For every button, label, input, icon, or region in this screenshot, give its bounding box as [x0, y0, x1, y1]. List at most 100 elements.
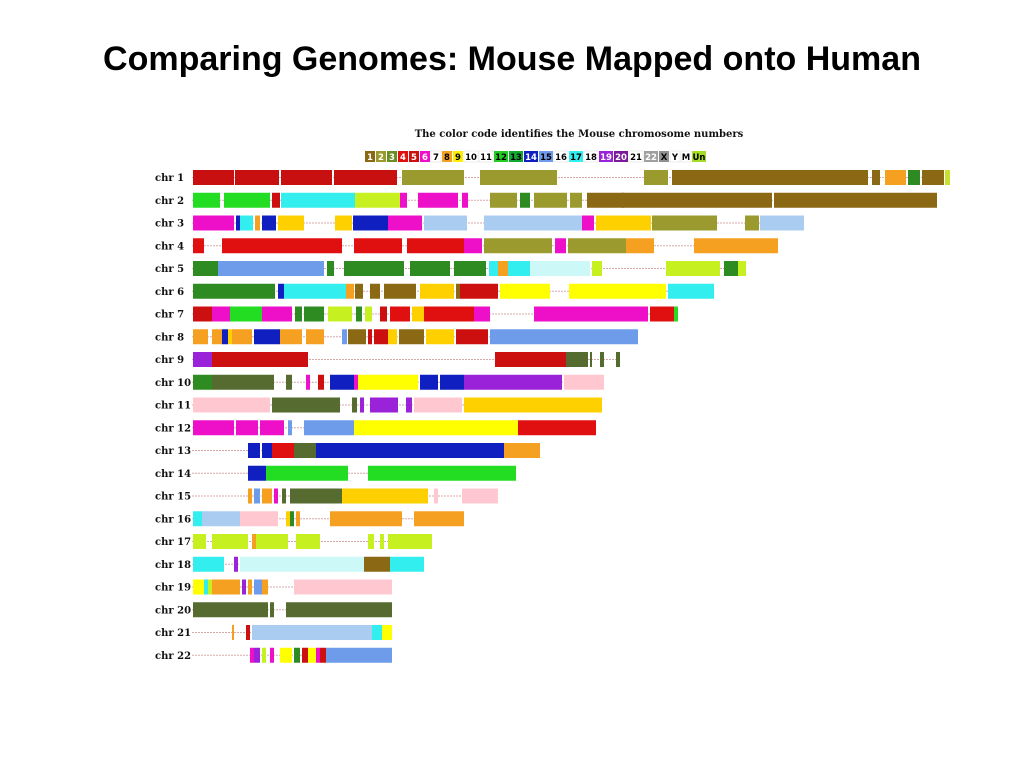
synteny-block [240, 511, 278, 527]
synteny-block [212, 329, 222, 345]
synteny-block [570, 192, 582, 208]
legend-label: 10 [465, 153, 477, 163]
synteny-block [414, 397, 462, 413]
synteny-block [327, 261, 334, 276]
legend-label: 18 [585, 153, 597, 163]
synteny-block [222, 238, 342, 254]
synteny-block [302, 647, 308, 663]
synteny-block [262, 443, 272, 458]
chromosome-row: chr 1 [155, 170, 950, 185]
legend-label: Y [671, 153, 679, 163]
synteny-block [294, 647, 300, 663]
legend-swatch [442, 151, 452, 162]
synteny-block [344, 261, 404, 276]
legend-item-20: 20 [614, 151, 628, 163]
synteny-block [364, 556, 390, 572]
chromosome-row: chr 14 [155, 465, 516, 481]
synteny-block [462, 443, 504, 458]
chromosome-label: chr 18 [155, 560, 191, 571]
synteny-block [922, 170, 944, 185]
synteny-block [316, 647, 320, 663]
chromosome-row: chr 9 [155, 352, 620, 367]
synteny-block [534, 192, 567, 208]
chromosome-row: chr 4 [155, 238, 778, 254]
synteny-block [328, 306, 352, 322]
synteny-block [236, 420, 258, 436]
synteny-block [354, 420, 518, 436]
synteny-block [908, 170, 920, 185]
legend-item-15: 15 [539, 151, 553, 163]
chromosome-row: chr 5 [155, 261, 746, 276]
synteny-block [193, 238, 204, 254]
synteny-block [674, 306, 678, 322]
legend-swatch [365, 151, 375, 162]
synteny-block [508, 261, 530, 276]
synteny-block [464, 397, 498, 413]
chromosome-row: chr 17 [155, 534, 432, 549]
legend-item-21: 21 [628, 150, 644, 163]
synteny-block [254, 647, 260, 663]
legend-swatch [387, 151, 397, 162]
synteny-block [587, 192, 624, 208]
legend-swatch [376, 151, 386, 162]
synteny-block [518, 420, 596, 436]
legend-label: 22 [645, 153, 657, 163]
synteny-block [288, 420, 292, 436]
synteny-block [272, 192, 280, 208]
synteny-block [254, 329, 280, 345]
synteny-block [666, 261, 720, 276]
synteny-block [412, 306, 424, 322]
synteny-block [388, 329, 397, 345]
legend-label: 9 [455, 153, 461, 163]
synteny-block [316, 443, 354, 458]
legend-item-9: 9 [453, 151, 463, 163]
chromosome-row: chr 2 [155, 192, 937, 208]
legend-swatch [420, 151, 430, 162]
synteny-block [262, 488, 272, 504]
synteny-block [434, 488, 438, 504]
chromosome-row: chr 7 [155, 306, 678, 322]
synteny-block [368, 465, 516, 481]
synteny-block [262, 215, 276, 231]
synteny-block [370, 283, 380, 299]
chromosome-label: chr 15 [155, 492, 191, 503]
chromosome-row: chr 21 [155, 625, 392, 640]
legend-swatch [494, 151, 508, 162]
chromosome-label: chr 22 [155, 651, 191, 662]
chromosome-row: chr 15 [155, 488, 498, 504]
synteny-block [272, 397, 340, 413]
legend-swatch [628, 150, 644, 163]
synteny-block [520, 192, 530, 208]
legend-swatch [398, 151, 408, 162]
synteny-block [399, 329, 424, 345]
synteny-block [282, 488, 286, 504]
legend-item-12: 12 [494, 151, 508, 163]
legend-swatch [409, 151, 419, 162]
synteny-block [193, 192, 220, 208]
chromosome-row: chr 6 [155, 283, 714, 299]
synteny-block [193, 329, 208, 345]
synteny-block [346, 283, 354, 299]
chromosome-label: chr 19 [155, 583, 191, 594]
synteny-block [566, 352, 588, 367]
synteny-block [582, 215, 594, 231]
synteny-block [274, 488, 278, 504]
synteny-block [555, 238, 566, 254]
legend-swatch [463, 150, 479, 163]
chromosome-rows: chr 1 chr 2 chr 3 chr 4 chr 5 chr 6 chr 7 chr 8… [155, 170, 950, 663]
synteny-block [490, 329, 638, 345]
synteny-block [306, 374, 310, 390]
chromosome-label: chr 17 [155, 537, 191, 548]
synteny-diagram: The color code identifies the Mouse chro… [155, 129, 950, 663]
synteny-block [462, 192, 468, 208]
synteny-block [296, 511, 300, 527]
synteny-block [212, 352, 308, 367]
synteny-block [498, 261, 508, 276]
synteny-block [232, 329, 252, 345]
synteny-block [193, 170, 234, 185]
chromosome-label: chr 21 [155, 628, 191, 639]
synteny-block [504, 443, 540, 458]
synteny-block [368, 329, 372, 345]
synteny-block [484, 215, 582, 231]
legend-label: 5 [411, 153, 417, 163]
